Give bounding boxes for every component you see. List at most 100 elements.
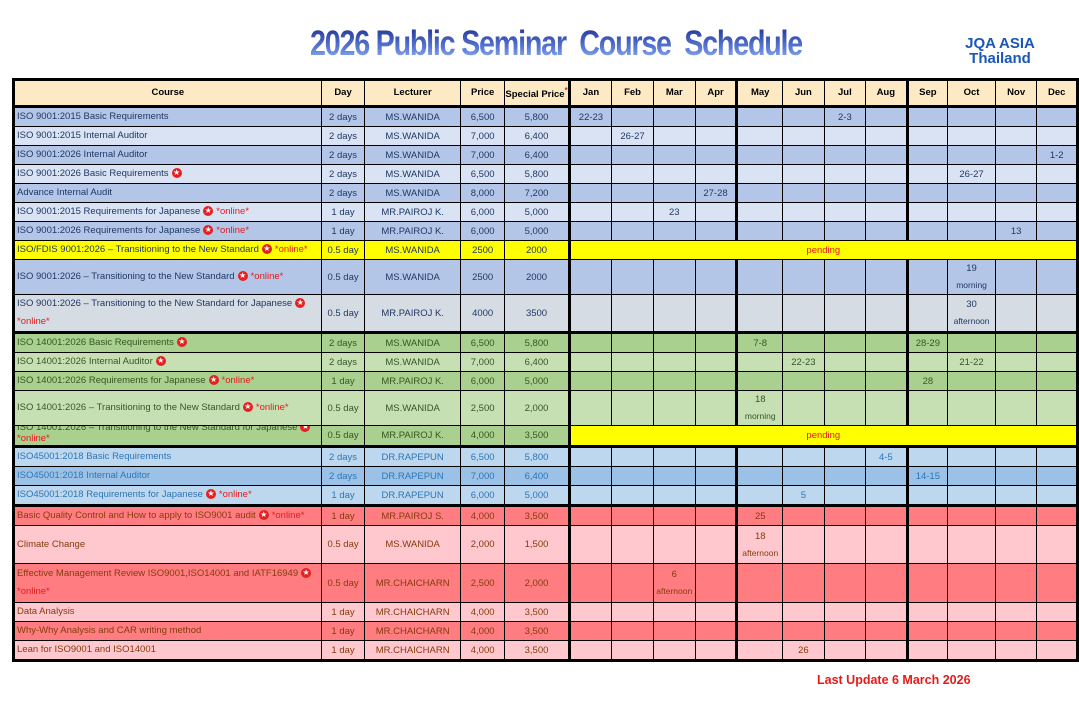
month-cell-nov: 13 (994, 221, 1038, 241)
star-icon: ★ (176, 337, 187, 348)
month-cell-jun (782, 145, 825, 165)
month-cell-feb (611, 640, 654, 661)
month-cell-sep (905, 126, 949, 146)
day-cell: 0.5 day (320, 425, 366, 447)
header-month-mar: Mar (652, 79, 696, 108)
month-cell-aug (865, 259, 908, 295)
month-cell-may (735, 202, 784, 222)
table-row: ISO 9001:2026 – Transitioning to the New… (13, 259, 1078, 295)
pending-cell: pending (567, 425, 1079, 447)
month-cell-aug (865, 294, 908, 333)
month-cell-feb (611, 445, 654, 467)
month-cell-oct (947, 485, 996, 506)
month-cell-oct (947, 371, 996, 391)
star-icon: ★ (155, 356, 166, 367)
month-cell-jul (823, 640, 867, 661)
day-cell: 1 day (320, 602, 366, 622)
course-cell: Climate Change (13, 525, 322, 564)
price-cell: 4,000 (459, 425, 506, 447)
month-cell-jun (782, 294, 825, 333)
month-cell-jan (567, 294, 613, 333)
lecturer-cell: DR.RAPEPUN (364, 445, 461, 467)
header-month-feb: Feb (611, 79, 654, 108)
special-price-cell: 3,500 (504, 504, 570, 526)
month-cell-sep (905, 352, 949, 372)
month-cell-dec (1036, 504, 1078, 526)
month-cell-jun (782, 602, 825, 622)
month-cell-feb (611, 466, 654, 486)
header-price: Price (459, 79, 506, 108)
special-price-cell: 6,400 (504, 466, 570, 486)
lecturer-cell: MS.WANIDA (364, 240, 461, 260)
special-price-cell: 5,800 (504, 331, 570, 353)
day-cell: 0.5 day (320, 259, 366, 295)
month-cell-nov (994, 164, 1038, 184)
course-name: ISO 14001:2026 – Transitioning to the Ne… (17, 425, 298, 434)
table-row: ISO 9001:2015 Basic Requirements 2 days MS… (13, 106, 1078, 127)
month-cell-jan (567, 331, 613, 353)
table-row: ISO 14001:2026 Requirements for Japanese… (13, 371, 1078, 391)
online-tag: *online* (271, 510, 305, 521)
month-cell-oct (947, 445, 996, 467)
session-label: afternoon (953, 316, 990, 326)
month-cell-oct (947, 525, 996, 564)
header-row: Course Day Lecturer Price Special Price*… (13, 79, 1078, 108)
month-cell-feb: 26-27 (611, 126, 654, 146)
month-cell-feb (611, 525, 654, 564)
lecturer-cell: MR.CHAICHARN (364, 621, 461, 641)
special-price-cell: 5,800 (504, 445, 570, 467)
month-cell-oct (947, 504, 996, 526)
course-name: ISO 9001:2026 – Transitioning to the New… (17, 298, 293, 309)
month-cell-nov (994, 145, 1038, 165)
month-cell-may: 25 (735, 504, 784, 526)
special-price-cell: 2,000 (504, 563, 570, 603)
price-cell: 7,000 (459, 466, 506, 486)
month-cell-oct (947, 331, 996, 353)
course-cell: ISO 14001:2026 Basic Requirements ★ (13, 331, 322, 353)
month-cell-apr (694, 259, 738, 295)
month-cell-mar (652, 504, 696, 526)
month-cell-jan (567, 183, 613, 203)
session-label: afternoon (742, 547, 779, 558)
month-cell-aug (865, 164, 908, 184)
month-cell-dec (1036, 221, 1078, 241)
table-row: ISO45001:2018 Requirements for Japanese ★… (13, 485, 1078, 506)
month-cell-jan (567, 640, 613, 661)
table-row: Basic Quality Control and How to apply t… (13, 504, 1078, 526)
month-cell-nov (994, 445, 1038, 467)
month-cell-jun (782, 221, 825, 241)
special-price-cell: 6,400 (504, 145, 570, 165)
month-cell-jun (782, 504, 825, 526)
table-row: ISO 9001:2026 Basic Requirements ★ 2 days M… (13, 164, 1078, 184)
month-cell-jan (567, 259, 613, 295)
month-cell-aug (865, 525, 908, 564)
day-cell: 2 days (320, 445, 366, 467)
month-cell-may (735, 485, 784, 506)
month-cell-apr (694, 106, 738, 127)
month-cell-jun (782, 525, 825, 564)
month-cell-oct (947, 466, 996, 486)
special-price-cell: 3,500 (504, 602, 570, 622)
course-cell: ISO 9001:2015 Requirements for Japanese ★… (13, 202, 322, 222)
month-cell-sep (905, 183, 949, 203)
schedule-table: Course Day Lecturer Price Special Price*… (12, 78, 1079, 662)
month-cell-may (735, 640, 784, 661)
month-cell-apr (694, 504, 738, 526)
star-icon: ★ (208, 375, 219, 386)
month-cell-feb (611, 202, 654, 222)
month-cell-nov (994, 621, 1038, 641)
month-cell-mar (652, 145, 696, 165)
course-name: ISO/FDIS 9001:2026 – Transitioning to th… (17, 244, 259, 255)
month-cell-sep (905, 164, 949, 184)
special-price-cell: 3,500 (504, 621, 570, 641)
month-cell-mar (652, 126, 696, 146)
month-cell-apr (694, 563, 738, 603)
lecturer-cell: MR.PAIROJ K. (364, 221, 461, 241)
month-cell-jun (782, 390, 825, 426)
star-icon: ★ (237, 271, 248, 282)
course-name: Lean for ISO9001 and ISO14001 (17, 644, 156, 655)
month-cell-sep (905, 525, 949, 564)
month-cell-apr (694, 466, 738, 486)
month-cell-oct (947, 221, 996, 241)
month-cell-mar: 23 (652, 202, 696, 222)
